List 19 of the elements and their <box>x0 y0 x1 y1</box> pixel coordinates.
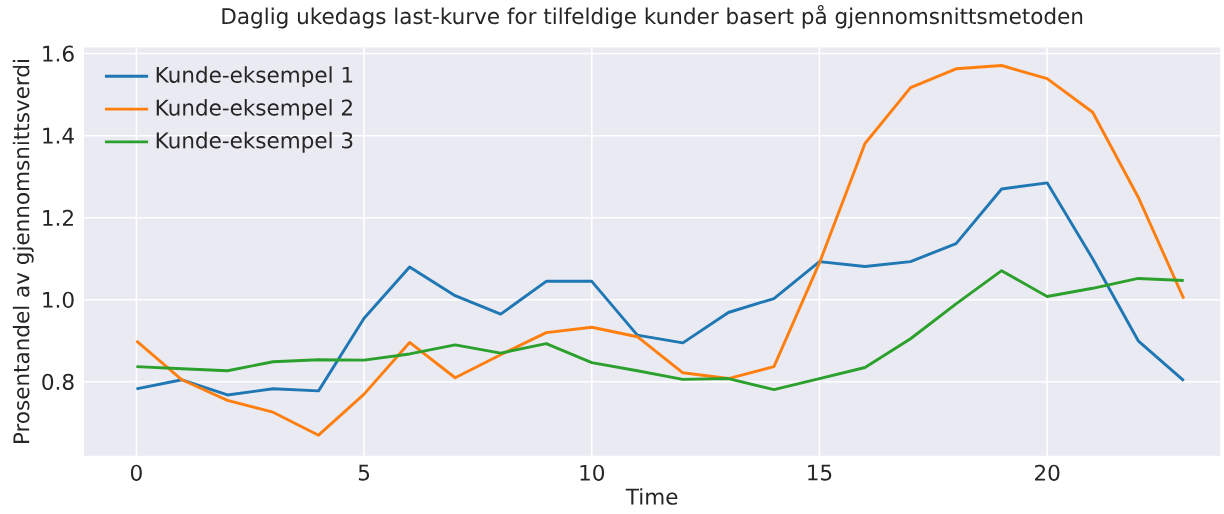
chart-title: Daglig ukedags last-kurve for tilfeldige kunder basert på gjennomsnittsmetoden <box>222 5 1083 29</box>
x-tick-label: 15 <box>808 464 832 481</box>
x-tick-label: 10 <box>580 464 605 481</box>
y-tick-label: 0.8 <box>42 373 74 390</box>
y-tick-label: 1.6 <box>43 45 74 62</box>
y-tick-label: 1.2 <box>43 209 73 226</box>
line-series <box>134 181 1186 397</box>
x-tick-label: 20 <box>1035 464 1060 481</box>
line-series <box>134 64 1186 437</box>
y-tick-label: 1.4 <box>43 127 74 144</box>
line-series <box>134 269 1186 392</box>
y-axis-title: Prosentandel av gjennomsnittsverdi <box>12 60 34 444</box>
x-tick-label: 0 <box>130 464 142 481</box>
x-axis-title: Time <box>625 488 678 505</box>
y-tick-label: 1.0 <box>43 291 74 308</box>
legend-label: Kunde-eksempel 3 <box>156 131 353 153</box>
x-tick-label: 5 <box>358 464 370 481</box>
legend-label: Kunde-eksempel 2 <box>156 99 352 120</box>
legend-label: Kunde-eksempel 1 <box>156 66 353 88</box>
